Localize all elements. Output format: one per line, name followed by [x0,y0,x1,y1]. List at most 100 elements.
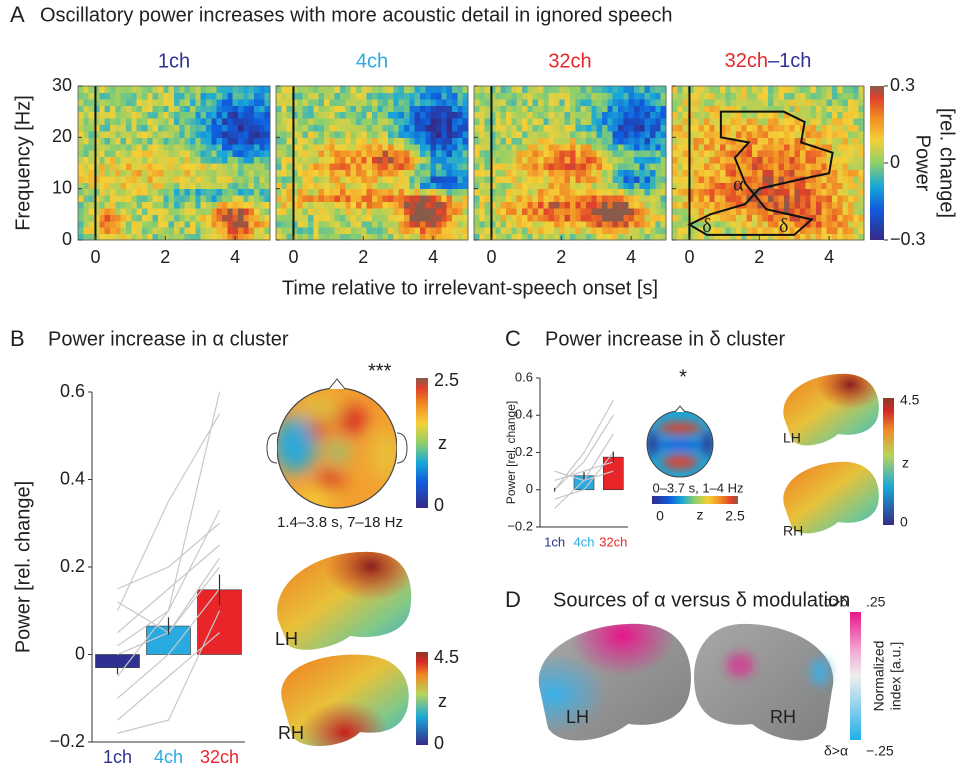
spectrogram-cell [532,130,539,138]
spectrogram-cell [805,182,812,190]
spectrogram-cell [276,118,282,125]
spectrogram-cell [78,195,84,202]
spectrogram-cell [794,201,801,209]
spectrogram-cell [554,214,560,222]
spectrogram-cell [554,188,560,196]
spectrogram-cell [586,201,592,209]
spectrogram-cell [104,233,111,241]
spectrogram-cell [506,169,512,177]
spectrogram-cell [195,214,202,222]
spectrogram-cell [644,143,651,151]
spectrogram-cell [398,169,405,177]
spectrogram-cell [736,188,742,196]
spectrogram-cell [276,111,282,119]
spectrogram-cell [698,220,705,228]
spectrogram-cell [660,195,667,202]
spectrogram-cell [709,111,716,119]
spectrogram-cell [222,175,228,183]
spectrogram-cell [810,92,817,100]
spectrogram-cell [607,156,614,164]
spectrogram-cell [746,214,753,222]
spectrogram-cell [634,156,640,164]
spectrogram-cell [99,169,106,177]
spectrogram-cell [762,156,769,164]
spectrogram-cell [500,150,507,158]
spectrogram-cell [580,195,587,202]
spectrogram-cell [430,182,437,190]
spectrogram-cell [120,220,127,228]
spectrogram-cell [361,201,368,209]
spectrogram-cell [441,220,448,228]
spectrogram-cell [655,98,662,106]
spectrogram-cell [163,214,170,222]
spectrogram-cell [741,182,748,190]
spectrogram-cell [532,214,539,222]
spectrogram-cell [190,86,196,93]
spectrogram-cell [243,150,250,158]
spectrogram-cell [190,124,196,132]
spectrogram-cell [768,124,774,132]
spectrogram-cell [409,124,416,132]
spectrogram-cell [131,220,138,228]
spectrogram-cell [794,137,801,145]
spectrogram-cell [644,188,651,196]
spectrogram-cell [356,220,362,228]
spectrogram-cell [575,150,582,158]
spectrogram-cell [281,156,288,164]
spectrogram-cell [329,98,336,106]
spectrogram-cell [286,137,293,145]
spectrogram-cell [704,207,710,215]
spectrogram-cell [741,156,748,164]
spectrogram-cell [762,111,769,119]
spectrogram-cell [479,169,486,177]
spectrogram-cell [538,130,544,138]
spectrogram-cell [318,150,325,158]
spectrogram-cell [308,86,314,93]
spectrogram-cell [858,111,865,119]
spectrogram-cell [372,207,378,215]
spectrogram-cell [206,143,212,151]
spectrogram-cell [163,169,170,177]
spectrogram-cell [243,156,250,164]
spectrogram-cell [372,143,378,151]
spectrogram-cell [414,111,421,119]
spectrogram-cell [698,195,705,202]
spectrogram-cell [693,124,700,132]
spectrogram-cell [570,111,576,119]
spectrogram-cell [361,227,368,235]
spectrogram-cell [452,98,458,106]
spectrogram-cell [232,98,239,106]
spectrogram-cell [356,207,362,215]
spectrogram-cell [350,143,357,151]
spectrogram-cell [826,124,833,132]
spectrogram-cell [634,111,640,119]
spectrogram-cell [276,220,282,228]
spectrogram-cell [420,220,426,228]
spectrogram-cell [655,207,662,215]
spectrogram-cell [495,130,502,138]
spectrogram-cell [302,182,309,190]
spectrogram-cell [688,207,694,215]
spectrogram-cell [211,156,218,164]
spectrogram-cell [474,214,480,222]
spectrogram-cell [858,156,865,164]
spectrogram-cell [639,175,646,183]
spectrogram-cell [677,227,684,235]
spectrogram-cell [554,201,560,209]
spectrogram-cell [206,214,212,222]
spectrogram-cell [752,143,758,151]
spectrogram-cell [800,220,806,228]
spectrogram-cell [495,169,502,177]
spectrogram-cell [195,143,202,151]
spectrogram-cell [350,124,357,132]
spectrogram-cell [276,98,282,106]
spectrogram-cell [858,130,865,138]
spectrogram-cell [110,233,116,241]
spectrogram-cell [88,124,95,132]
spectrogram-cell [142,163,148,170]
spectrogram-cell [441,143,448,151]
spectrogram-cell [222,98,228,106]
spectrogram-cell [184,201,191,209]
brain-hotspot [783,373,879,446]
spectrogram-cell [490,175,496,183]
